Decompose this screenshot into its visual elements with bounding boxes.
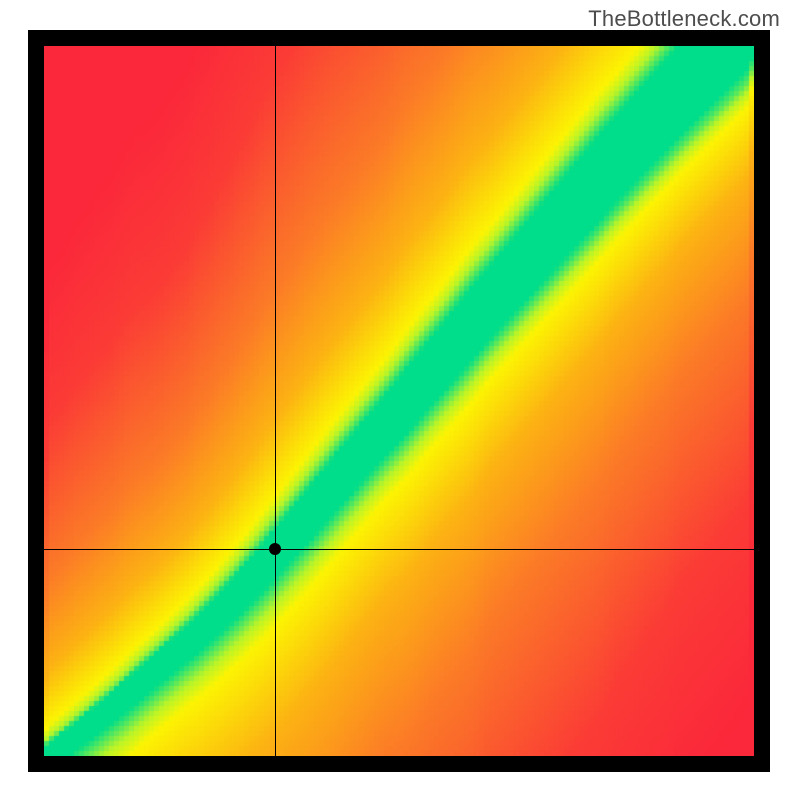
root: TheBottleneck.com [0,0,800,800]
crosshair-horizontal [44,549,754,550]
marker-point [269,543,281,555]
heatmap-plot [44,46,754,756]
watermark-text: TheBottleneck.com [588,6,780,32]
crosshair-vertical [275,46,276,756]
heatmap-canvas [44,46,754,756]
